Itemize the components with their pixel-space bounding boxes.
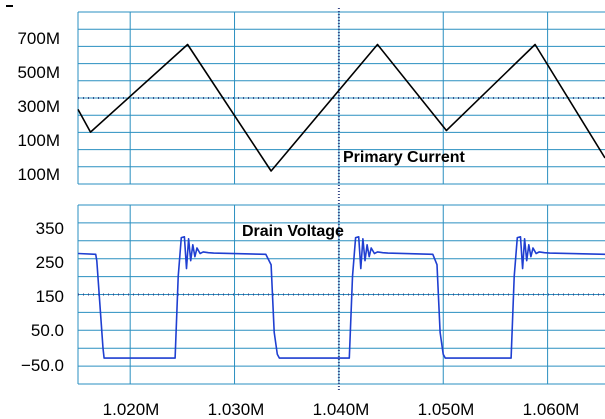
xtick-label: 1.040M: [313, 400, 370, 419]
top-ytick-label: 700M: [17, 29, 60, 48]
bottom-ytick-label: 250: [36, 253, 64, 272]
primary-current-annotation: Primary Current: [343, 149, 465, 166]
drain-voltage-annotation: Drain Voltage: [242, 223, 344, 240]
drain-voltage-trace: [77, 236, 605, 359]
bottom-ytick-label: −50.0: [21, 356, 64, 375]
center-axis-ticks: [78, 8, 605, 392]
top-ytick-label: 500M: [17, 63, 60, 82]
top-ytick-label: 100M: [17, 165, 60, 184]
bottom-panel-grid: [77, 204, 605, 385]
bottom-ytick-label: 50.0: [31, 321, 64, 340]
xtick-label: 1.060M: [523, 400, 580, 419]
xtick-label: 1.050M: [418, 400, 475, 419]
primary-current-trace: [77, 43, 605, 172]
top-panel-grid: [77, 11, 605, 185]
xtick-label: 1.030M: [208, 400, 265, 419]
bottom-ytick-label: 150: [36, 287, 64, 306]
bottom-ytick-label: 350: [36, 219, 64, 238]
waveform-traces: [77, 43, 605, 359]
top-ytick-label: 100M: [17, 131, 60, 150]
xtick-label: 1.020M: [103, 400, 160, 419]
top-ytick-label: 300M: [17, 97, 60, 116]
